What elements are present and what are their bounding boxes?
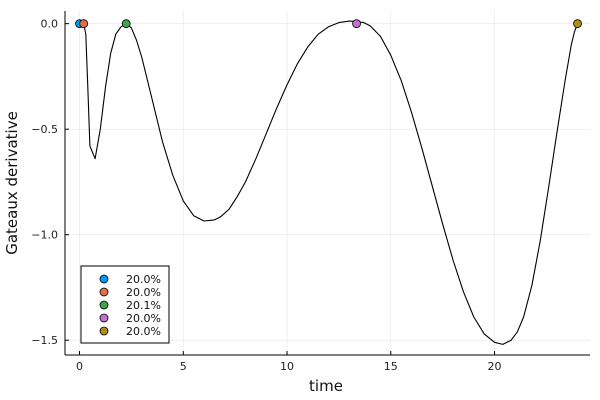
legend-label-3: 20.1%: [126, 299, 161, 312]
y-ticks: 0.0 −0.5 −1.0 −1.5: [31, 18, 69, 347]
legend-marker-3: [99, 300, 109, 310]
legend-items: 20.0%20.0%20.1%20.0%20.0%: [99, 273, 161, 338]
series-points: [75, 19, 582, 29]
x-tick-label: 10: [280, 360, 294, 373]
series-point-5: [573, 19, 582, 29]
legend-label-2: 20.0%: [126, 286, 161, 299]
gateaux-derivative-curve: [79, 20, 579, 345]
x-tick-label: 20: [488, 360, 502, 373]
y-tick-label: −0.5: [31, 123, 58, 136]
series-point-4: [352, 19, 361, 29]
series-point-3: [121, 19, 131, 29]
x-ticks: 0 5 10 15 20: [76, 351, 502, 373]
x-tick-label: 15: [384, 360, 398, 373]
y-tick-label: 0.0: [41, 18, 59, 31]
grid-lines: [65, 11, 590, 355]
legend-box: [80, 265, 170, 344]
legend-marker-2: [99, 287, 109, 297]
x-axis-title: time: [309, 377, 343, 395]
legend-marker-5: [99, 326, 109, 336]
legend-marker-4: [99, 313, 109, 323]
legend-marker-1: [99, 274, 109, 284]
curve-layer: [79, 20, 579, 345]
y-axis-title: Gateaux derivative: [3, 111, 21, 255]
y-tick-label: −1.5: [31, 334, 58, 347]
legend: 20.0%20.0%20.1%20.0%20.0%: [80, 265, 170, 344]
axes: [64, 11, 590, 356]
legend-label-5: 20.0%: [126, 325, 161, 338]
y-tick-label: −1.0: [31, 229, 58, 242]
legend-label-1: 20.0%: [126, 273, 161, 286]
x-tick-label: 5: [180, 360, 187, 373]
legend-label-4: 20.0%: [126, 312, 161, 325]
x-tick-label: 0: [76, 360, 83, 373]
series-point-2: [79, 19, 89, 29]
